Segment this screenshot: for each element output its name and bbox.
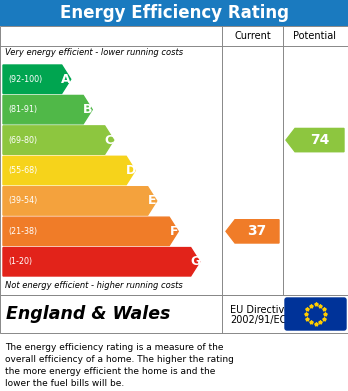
Polygon shape bbox=[3, 217, 178, 246]
Polygon shape bbox=[3, 248, 200, 276]
Text: the more energy efficient the home is and the: the more energy efficient the home is an… bbox=[5, 367, 215, 376]
Text: A: A bbox=[61, 73, 71, 86]
Text: (55-68): (55-68) bbox=[8, 166, 37, 175]
Text: E: E bbox=[148, 194, 157, 208]
Text: lower the fuel bills will be.: lower the fuel bills will be. bbox=[5, 379, 124, 388]
Text: The energy efficiency rating is a measure of the: The energy efficiency rating is a measur… bbox=[5, 343, 223, 352]
Text: F: F bbox=[169, 225, 178, 238]
Text: (92-100): (92-100) bbox=[8, 75, 42, 84]
Polygon shape bbox=[3, 126, 114, 154]
Text: England & Wales: England & Wales bbox=[6, 305, 171, 323]
Bar bbox=[0, 0, 348, 26]
Text: D: D bbox=[126, 164, 136, 177]
Text: 74: 74 bbox=[310, 133, 329, 147]
Polygon shape bbox=[226, 220, 279, 243]
Polygon shape bbox=[286, 128, 344, 152]
Text: (81-91): (81-91) bbox=[8, 105, 37, 114]
Text: (39-54): (39-54) bbox=[8, 196, 37, 205]
Bar bbox=[0, 26, 348, 295]
Text: 2002/91/EC: 2002/91/EC bbox=[230, 315, 286, 325]
Text: EU Directive: EU Directive bbox=[230, 305, 290, 315]
Text: Very energy efficient - lower running costs: Very energy efficient - lower running co… bbox=[5, 48, 183, 57]
Text: 37: 37 bbox=[247, 224, 267, 239]
Text: Energy Efficiency Rating: Energy Efficiency Rating bbox=[60, 4, 288, 22]
Polygon shape bbox=[3, 65, 71, 93]
Text: overall efficiency of a home. The higher the rating: overall efficiency of a home. The higher… bbox=[5, 355, 234, 364]
Text: (69-80): (69-80) bbox=[8, 136, 37, 145]
Text: (21-38): (21-38) bbox=[8, 227, 37, 236]
Text: C: C bbox=[105, 134, 114, 147]
Text: G: G bbox=[190, 255, 200, 268]
Text: Not energy efficient - higher running costs: Not energy efficient - higher running co… bbox=[5, 281, 183, 290]
Polygon shape bbox=[3, 156, 135, 185]
Text: Current: Current bbox=[234, 31, 271, 41]
Bar bbox=[0, 333, 348, 391]
Polygon shape bbox=[3, 95, 92, 124]
Text: (1-20): (1-20) bbox=[8, 257, 32, 266]
FancyBboxPatch shape bbox=[285, 298, 346, 330]
Text: B: B bbox=[83, 103, 93, 116]
Polygon shape bbox=[3, 187, 157, 215]
Text: Potential: Potential bbox=[293, 31, 337, 41]
Bar bbox=[0, 295, 348, 333]
